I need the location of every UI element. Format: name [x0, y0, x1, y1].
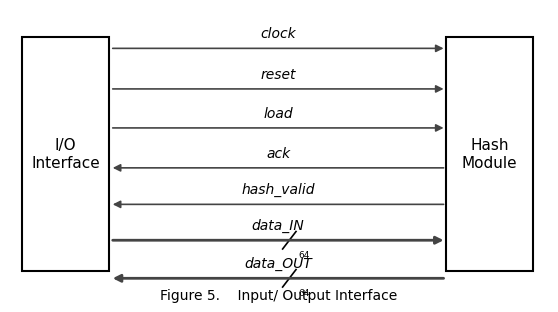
Text: data_IN: data_IN	[252, 219, 305, 233]
Text: clock: clock	[261, 27, 296, 41]
Text: data_OUT: data_OUT	[244, 257, 312, 271]
Text: I/O
Interface: I/O Interface	[31, 138, 100, 171]
Text: Hash
Module: Hash Module	[462, 138, 517, 171]
Text: load: load	[263, 107, 293, 121]
Text: Figure 5.    Input/ Output Interface: Figure 5. Input/ Output Interface	[160, 289, 398, 303]
Bar	[446, 37, 533, 271]
Text: ack: ack	[266, 147, 290, 161]
Text: hash_valid: hash_valid	[242, 183, 315, 197]
Bar	[22, 37, 109, 271]
Text: 64: 64	[299, 251, 310, 260]
Text: 64: 64	[299, 289, 310, 298]
Text: reset: reset	[261, 68, 296, 82]
